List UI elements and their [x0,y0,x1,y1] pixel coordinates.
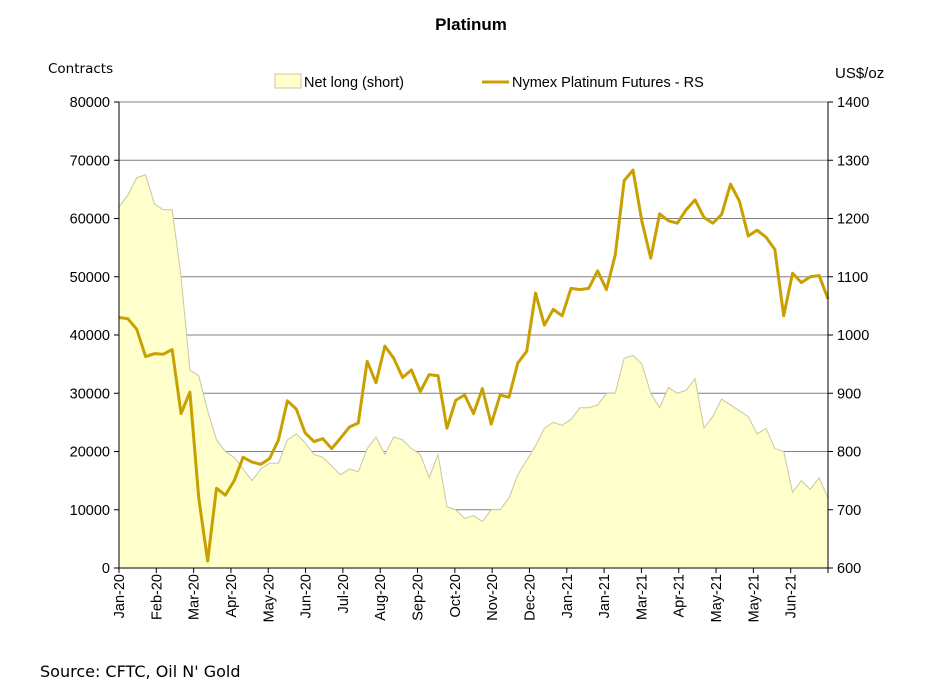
legend: Net long (short) Nymex Platinum Futures … [274,73,704,91]
x-tick-label: Nov-20 [485,574,501,621]
x-tick-label: Jul-20 [336,574,352,614]
right-tick-label: 1200 [837,212,869,228]
x-tick-label: Jun-21 [784,574,800,618]
x-tick-label: Apr-21 [672,574,688,618]
left-tick-label: 20000 [70,445,110,461]
left-tick-label: 40000 [70,328,110,344]
left-axis-label: Contracts [48,61,113,77]
chart-title: Platinum [435,15,507,34]
right-tick-label: 1100 [837,270,868,286]
x-tick-label: Aug-20 [373,574,389,621]
x-tick-label: Jan-21 [597,574,613,618]
source-note: Source: CFTC, Oil N' Gold [40,662,241,681]
left-tick-label: 80000 [70,95,110,111]
x-tick-label: Oct-20 [448,574,464,618]
platinum-futures-line [118,168,830,563]
left-tick-label: 10000 [70,503,110,519]
left-tick-label: 70000 [70,153,110,169]
right-tick-label: 900 [837,386,861,402]
net-long-area [118,174,829,569]
right-tick-label: 1300 [837,153,869,169]
x-tick-label: May-21 [709,574,725,622]
x-tick-label: Mar-20 [187,574,203,620]
right-tick-label: 600 [837,561,861,577]
x-tick-label: May-21 [746,574,762,622]
right-tick-label: 700 [837,503,861,519]
left-tick-label: 0 [102,561,110,577]
x-tick-label: Sep-20 [411,574,427,621]
x-tick-label: Dec-20 [522,574,538,621]
left-tick-label: 30000 [70,386,110,402]
right-tick-label: 1400 [837,95,869,111]
x-tick-label: May-20 [261,574,277,622]
platinum-chart: Platinum Contracts US$/oz Net long (shor… [48,15,884,622]
right-axis-label: US$/oz [835,65,884,82]
left-tick-label: 60000 [70,212,110,228]
right-tick-label: 1000 [837,328,869,344]
x-tick-label: Jun-20 [299,574,315,618]
x-tick-label: Mar-21 [634,574,650,620]
x-tick-label: Jan-21 [560,574,576,618]
legend-swatch-net-long [274,73,302,89]
left-tick-label: 50000 [70,270,110,286]
legend-label-net-long: Net long (short) [304,75,404,91]
x-tick-label: Jan-20 [112,574,128,618]
right-tick-label: 800 [837,445,861,461]
x-tick-label: Feb-20 [149,574,165,620]
legend-label-platinum-futures: Nymex Platinum Futures - RS [512,75,704,91]
x-tick-label: Apr-20 [224,574,240,618]
